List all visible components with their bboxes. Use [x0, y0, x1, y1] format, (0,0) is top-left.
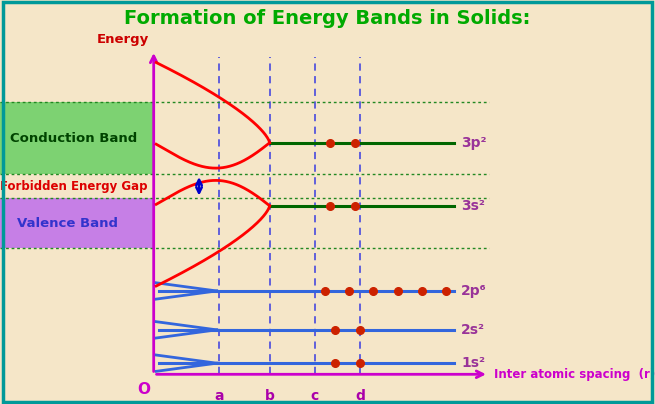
Text: 3p²: 3p²: [461, 136, 487, 150]
Text: a: a: [214, 389, 224, 403]
Text: Energy: Energy: [96, 34, 149, 46]
Text: O: O: [137, 382, 150, 397]
Bar: [0, 198, 154, 248]
Bar: [0, 102, 154, 174]
Text: Inter atomic spacing  (r): Inter atomic spacing (r): [494, 368, 655, 381]
Text: d: d: [356, 389, 365, 403]
Text: 2s²: 2s²: [461, 323, 485, 337]
Text: 1s²: 1s²: [461, 356, 485, 370]
Text: b: b: [265, 389, 274, 403]
Text: 3s²: 3s²: [461, 199, 485, 213]
Text: Forbidden Energy Gap: Forbidden Energy Gap: [0, 180, 147, 193]
Text: Formation of Energy Bands in Solids:: Formation of Energy Bands in Solids:: [124, 8, 531, 28]
Text: c: c: [311, 389, 319, 403]
Text: Valence Band: Valence Band: [17, 217, 118, 230]
Text: 2p⁶: 2p⁶: [461, 284, 487, 298]
Text: Conduction Band: Conduction Band: [10, 132, 138, 145]
